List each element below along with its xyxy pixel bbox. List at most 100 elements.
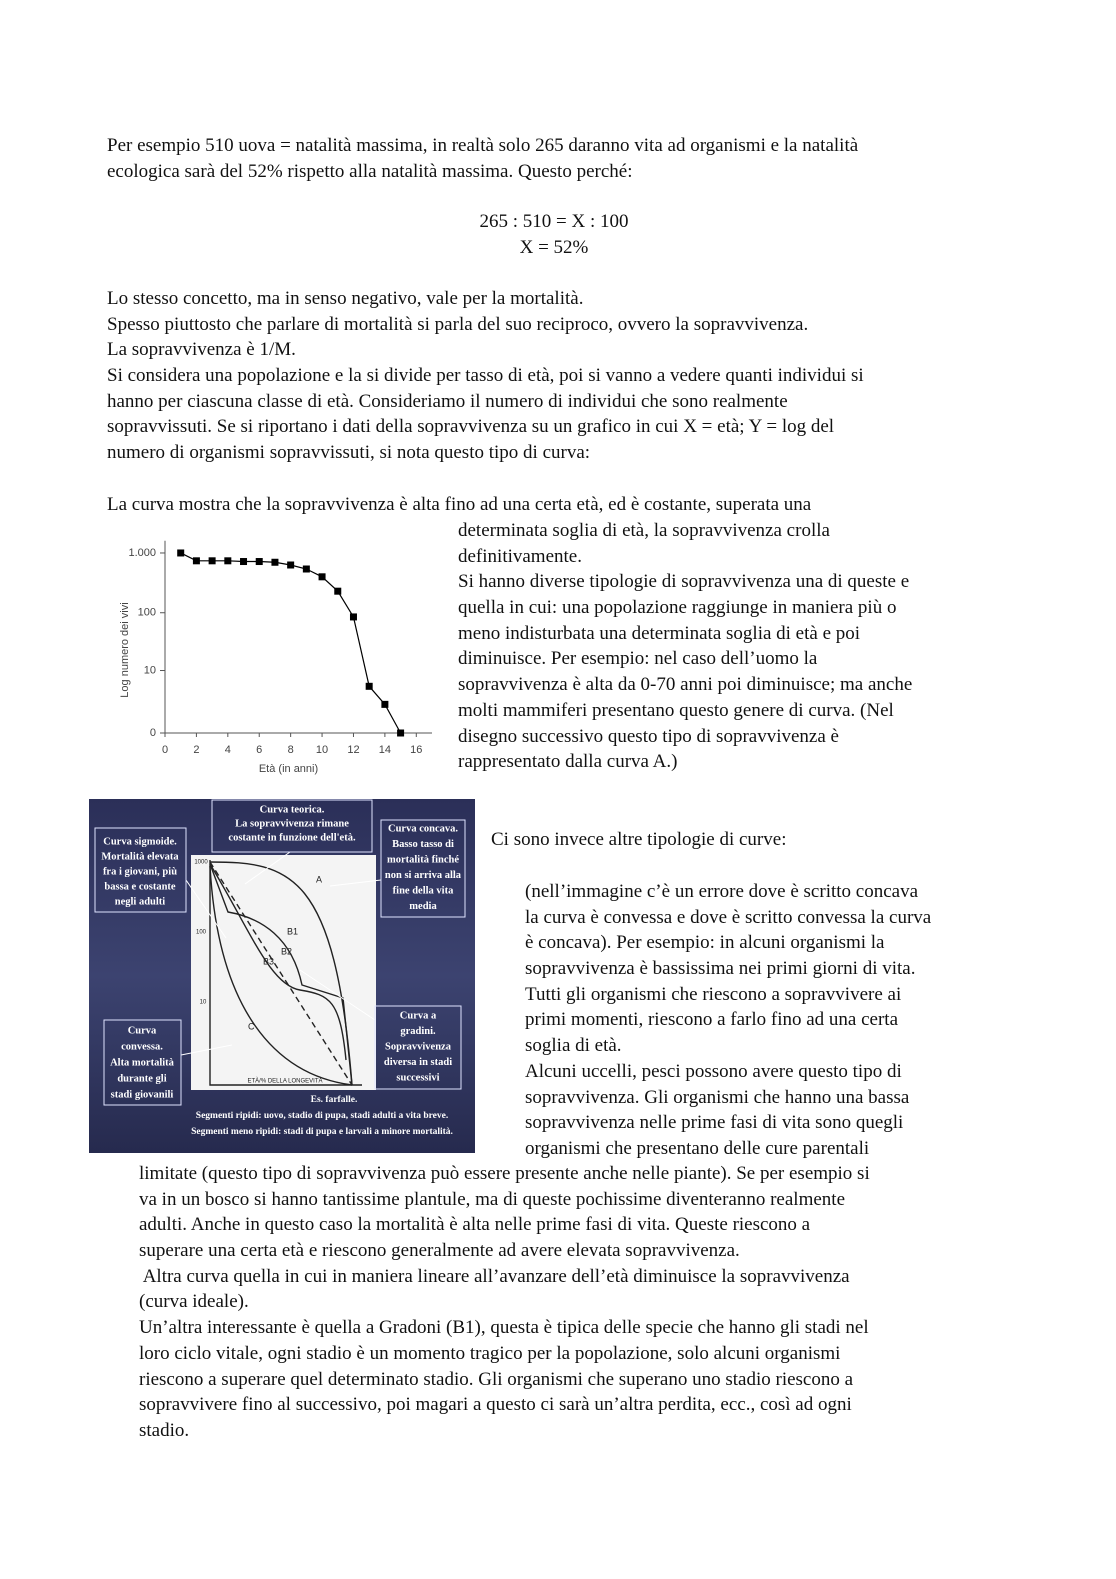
text-line: meno indisturbata una determinata soglia… [458, 622, 861, 644]
text-line: Tutti gli organismi che riescono a sopra… [525, 983, 902, 1005]
marker [224, 557, 232, 565]
text-line: loro ciclo vitale, ogni stadio è un mome… [139, 1342, 841, 1364]
text-line: Per esempio 510 uova = natalità massima,… [107, 135, 859, 156]
marker [271, 558, 279, 566]
survival-chart: 0 10 100 1.000 0 2 4 6 8 10 12 14 16 Età (in anni) Log… [119, 540, 432, 775]
marker [381, 700, 389, 708]
box-text: gradini. [400, 1026, 436, 1037]
text-line: Alcuni uccelli, pesci possono avere ques… [525, 1060, 902, 1082]
text-line: la curva è convessa e dove è scritto con… [525, 906, 932, 928]
axis-tick-label: 10 [200, 1000, 207, 1006]
box-text: Sopravvivenza [385, 1041, 452, 1052]
text-line: X = 52% [519, 236, 589, 258]
box-text: mortalità finché [387, 854, 459, 865]
box-text: costante in funzione dell'età. [228, 832, 356, 843]
text-line: adulti. Anche in questo caso la mortalit… [139, 1214, 811, 1236]
text-line: primi momenti, riescono a farlo fino ad … [525, 1009, 899, 1031]
paragraph: Lo stesso concetto, ma in senso negativo… [107, 286, 864, 466]
x-tick-label: 0 [162, 744, 168, 756]
text-line: è concava). Per esempio: in alcuni organ… [525, 932, 885, 954]
text-line: (nell’immagine c’è un errore dove è scri… [525, 881, 919, 902]
marker [365, 682, 373, 690]
axis-tick-label: 1000 [194, 860, 208, 866]
marker [287, 561, 295, 569]
text-line: superare una certa età e riescono genera… [139, 1240, 740, 1262]
text-line: definitivamente. [458, 545, 582, 567]
text-line: limitate (questo tipo di sopravvivenza p… [139, 1163, 870, 1184]
text-line: (curva ideale). [139, 1291, 249, 1313]
text-line: numero di organismi sopravvissuti, si no… [107, 442, 591, 464]
survivorship-figure: Curva teorica. La sopravvivenza rimane cos… [89, 799, 475, 1153]
x-tick-label: 8 [288, 744, 294, 756]
curve-label: A [316, 874, 322, 884]
paragraph: La curva mostra che la sopravvivenza è a… [107, 492, 811, 518]
box-text: convessa. [121, 1041, 163, 1052]
box-text: negli adulti [115, 896, 166, 907]
marker [349, 613, 357, 621]
axis-label: ETÀ/% DELLA LONGEVITÀ [247, 1078, 322, 1085]
text-line: stadio. [139, 1419, 190, 1441]
box-text: Mortalità elevata [101, 851, 179, 862]
text-line: sopravvivenza è alta da 0-70 anni poi di… [458, 674, 913, 696]
y-tick-label: 1.000 [128, 547, 156, 559]
curve-label: B1 [287, 926, 298, 936]
equation: 265 : 510 = X : 100 X = 52% [404, 209, 704, 260]
x-axis-label: Età (in anni) [259, 763, 318, 775]
marker [240, 558, 248, 566]
box-text: La sopravvivenza rimane [235, 818, 349, 829]
box-text: non si arriva alla [385, 870, 462, 881]
x-tick-label: 16 [410, 744, 422, 756]
marker [318, 573, 326, 581]
text-line: Si considera una popolazione e la si div… [107, 365, 864, 387]
box-text: Alta mortalità [110, 1057, 175, 1068]
x-tick-label: 6 [256, 744, 262, 756]
box-text: Curva sigmoide. [103, 836, 177, 847]
box-text: Curva teorica. [260, 804, 325, 815]
text-line: sopravvivenza nelle prime fasi di vita s… [525, 1112, 904, 1134]
text-line: riescono a superare quel determinato sta… [139, 1368, 854, 1390]
text-line: ecologica sarà del 52% rispetto alla nat… [107, 160, 633, 182]
text-line: Altra curva quella in cui in maniera lin… [139, 1265, 850, 1287]
box-frames [94, 799, 466, 1106]
box-text: bassa e costante [104, 881, 176, 892]
text-line: va in un bosco si hanno tantissime plant… [139, 1188, 845, 1210]
box-text: fine della vita [393, 885, 454, 896]
x-tick-label: 10 [316, 744, 328, 756]
text-line: organismi che presentano delle cure pare… [525, 1137, 870, 1159]
marker [192, 557, 200, 565]
curve-label: C [248, 1021, 255, 1031]
text-line: determinata soglia di età, la sopravvive… [458, 520, 830, 541]
y-tick-label: 10 [144, 664, 156, 676]
text-line: Lo stesso concetto, ma in senso negativo… [107, 288, 584, 309]
box-text: Curva concava. [388, 823, 458, 834]
text-line: Spesso piuttosto che parlare di mortalit… [107, 313, 809, 335]
box-text: Basso tasso di [392, 839, 454, 850]
box-text: successivi [396, 1072, 439, 1083]
y-axis-label: Log numero dei vivi [119, 602, 131, 697]
text-line: La sopravvivenza è 1/M. [107, 339, 296, 361]
curves [209, 860, 362, 1086]
x-tick-label: 12 [347, 744, 359, 756]
marker [397, 729, 405, 737]
paragraph: limitate (questo tipo di sopravvivenza p… [139, 1161, 870, 1444]
text-line: disegno successivo questo tipo di soprav… [458, 725, 839, 747]
pointer-lines [180, 851, 382, 1056]
text-line: molti mammiferi presentano questo genere… [458, 699, 894, 721]
y-tick-label: 100 [138, 607, 156, 619]
series-line [180, 552, 402, 734]
paragraph: Per esempio 510 uova = natalità massima,… [107, 133, 858, 184]
x-tick-label: 2 [193, 744, 199, 756]
box-text: durante gli [117, 1073, 166, 1084]
text-line: sopravvivenza è bassissima nei primi gio… [525, 958, 916, 980]
text-line: La curva mostra che la sopravvivenza è a… [107, 494, 812, 515]
paragraph: determinata soglia di età, la sopravvive… [458, 518, 912, 775]
text-line: quella in cui: una popolazione raggiunge… [458, 597, 897, 619]
paragraph: (nell’immagine c’è un errore dove è scri… [525, 879, 931, 1162]
box-text: Curva a [400, 1010, 437, 1021]
text-line: Si hanno diverse tipologie di sopravvive… [458, 571, 910, 593]
marker [302, 565, 310, 573]
box-text: fra i giovani, più [103, 866, 177, 877]
box-text: media [409, 901, 437, 912]
